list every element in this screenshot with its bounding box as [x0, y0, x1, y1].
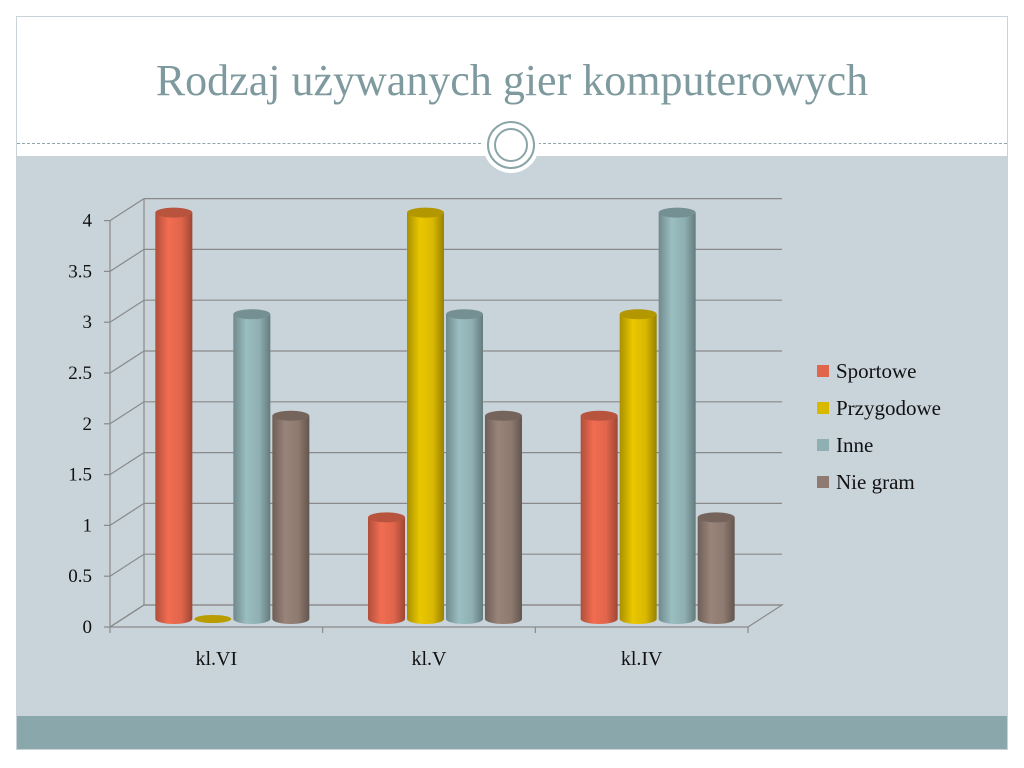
bar-nie-gram — [697, 517, 735, 624]
legend-label: Inne — [836, 433, 873, 457]
y-tick-label: 0 — [83, 617, 93, 638]
gridline-side — [109, 604, 145, 628]
y-tick-label: 3.5 — [68, 261, 92, 282]
y-tick-label: 2 — [83, 414, 93, 435]
bar-top-nie-gram — [272, 410, 310, 421]
gridline-side — [109, 452, 145, 476]
legend-swatch — [817, 439, 829, 451]
x-category-label: kl.IV — [621, 648, 663, 670]
gridline-side — [109, 299, 145, 323]
bar-przygodowe — [407, 212, 444, 624]
y-tick-label: 1.5 — [68, 465, 92, 486]
bar-sportowe — [155, 212, 193, 624]
bar-przygodowe — [619, 314, 657, 624]
gridline-side — [109, 248, 145, 272]
bar-top-przygodowe — [619, 309, 657, 320]
slide-title: Rodzaj używanych gier komputerowych — [155, 56, 869, 105]
legend-label: Sportowe — [836, 359, 917, 383]
bar-nie-gram — [272, 415, 310, 624]
bar-inne — [658, 212, 696, 624]
bar-top-sportowe — [580, 410, 618, 421]
legend-swatch — [817, 476, 829, 488]
circle-ornament-icon — [483, 117, 539, 173]
gridline-side — [109, 401, 145, 425]
gridline-side — [109, 502, 145, 526]
bar-inne — [233, 314, 271, 624]
gridline-side — [109, 350, 145, 374]
legend-swatch — [817, 402, 829, 414]
bar-top-nie-gram — [485, 410, 522, 421]
legend-label: Przygodowe — [836, 396, 941, 420]
bar-top-inne — [658, 207, 696, 218]
gridline-side — [109, 553, 145, 577]
bar-inne — [446, 314, 483, 624]
bar-sportowe — [368, 517, 405, 624]
bar-sportowe — [580, 415, 618, 624]
bar-top-inne — [446, 309, 483, 320]
x-category-label: kl.V — [412, 648, 448, 670]
bar-nie-gram — [485, 415, 522, 624]
y-tick-label: 4 — [83, 211, 93, 232]
y-tick-label: 1 — [83, 515, 93, 536]
y-tick-label: 0.5 — [68, 566, 92, 587]
x-category-label: kl.VI — [195, 648, 237, 670]
legend-label: Nie gram — [836, 470, 915, 494]
y-tick-label: 3 — [83, 312, 93, 333]
bar-top-sportowe — [368, 512, 405, 523]
bar-przygodowe — [194, 615, 232, 623]
bar-top-sportowe — [155, 207, 193, 218]
bar-top-przygodowe — [407, 207, 444, 218]
footer-band — [17, 716, 1007, 749]
y-tick-label: 2.5 — [68, 363, 92, 384]
bar-top-nie-gram — [697, 512, 735, 523]
bar-top-inne — [233, 309, 271, 320]
legend-swatch — [817, 365, 829, 377]
gridline-side — [109, 198, 145, 222]
